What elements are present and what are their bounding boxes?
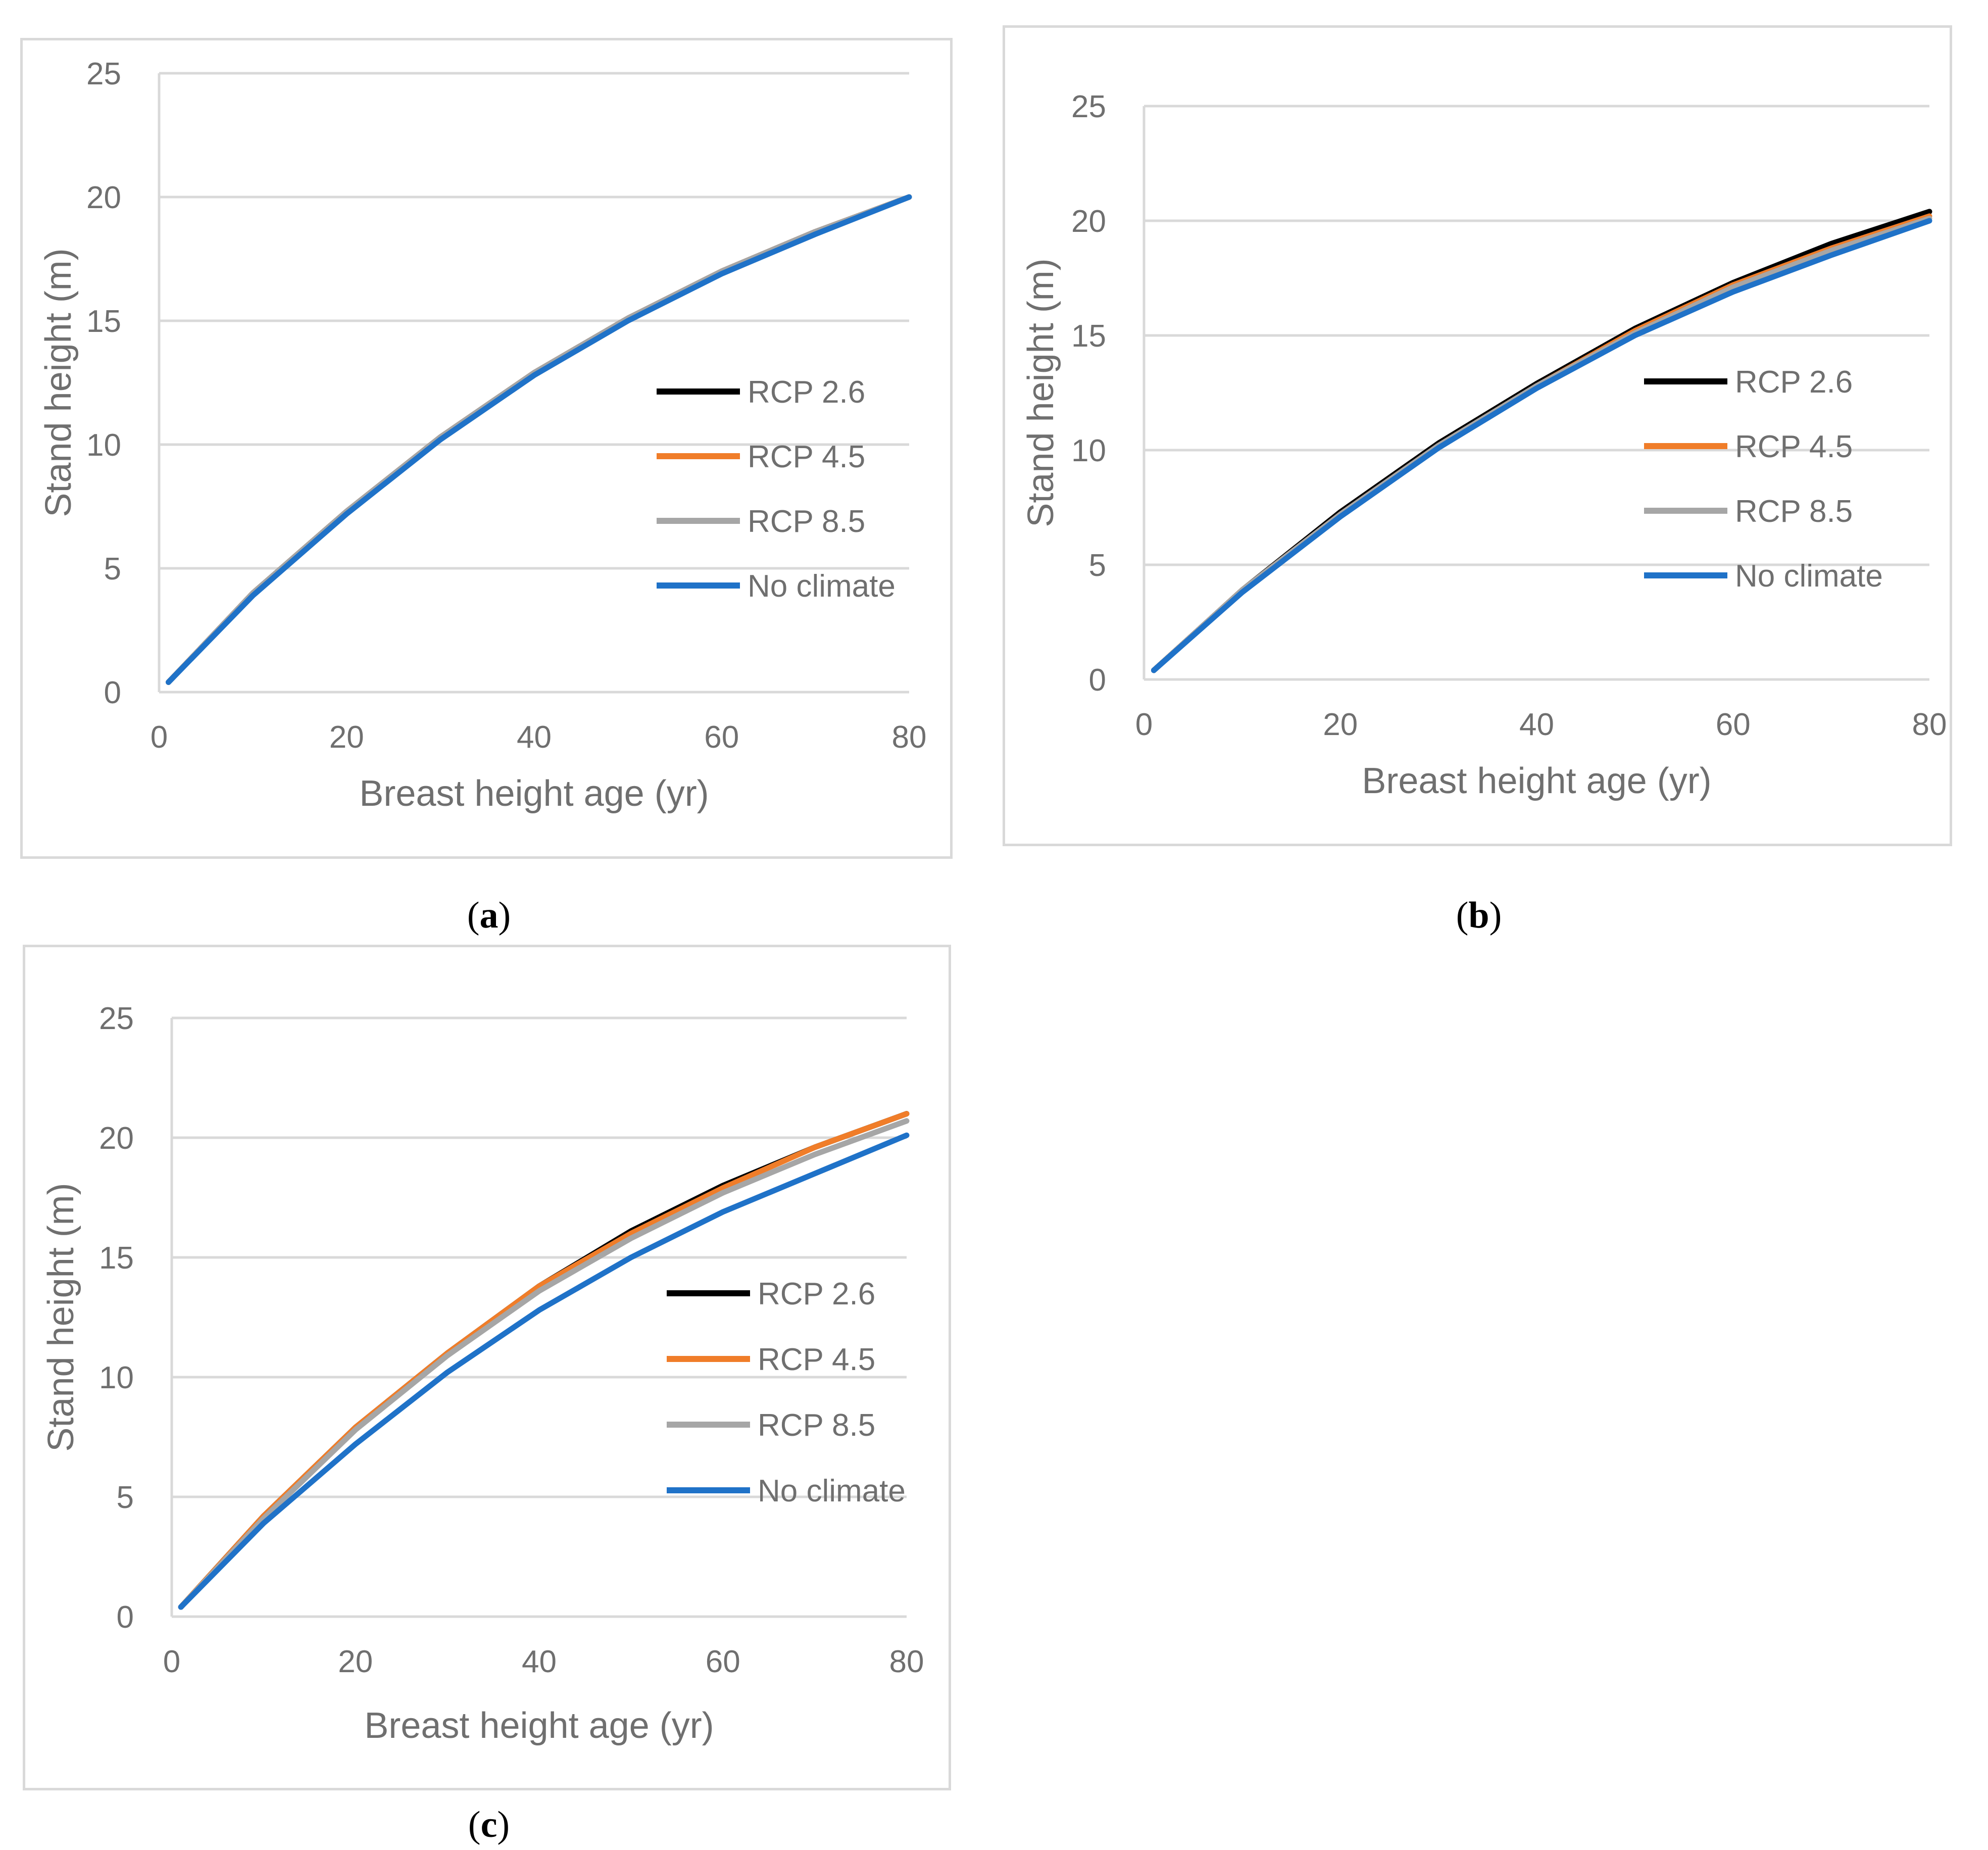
chart-a-x-tick-label: 40 [517,720,552,755]
chart-c-y-tick-label: 15 [99,1241,134,1276]
chart-c-legend-label-rcp-4-5: RCP 4.5 [758,1342,875,1377]
chart-a-x-tick-label: 60 [704,720,739,755]
chart-c-x-axis-title: Breast height age (yr) [364,1706,714,1746]
chart-a-x-tick-label: 0 [151,720,168,755]
chart-b-x-tick-label: 40 [1519,707,1554,742]
line-chart-b: 0 5 10 15 20 25 0 20 40 60 80 Breast height age (yr… [1021,89,1947,801]
chart-c-x-tick-label: 80 [889,1644,924,1679]
chart-a-x-tick-label: 80 [892,720,927,755]
chart-c-y-tick-label: 20 [99,1121,134,1156]
chart-a-legend-label-no-climate: No climate [748,569,896,604]
line-chart-c: 0 5 10 15 20 25 0 20 40 60 80 Breast height age (yr… [41,1001,924,1746]
caption-letter-a: a [479,895,499,936]
chart-b-legend-label-rcp-4-5: RCP 4.5 [1735,429,1853,464]
chart-panel-b: 0 5 10 15 20 25 0 20 40 60 80 Breast height age (yr… [1003,25,1952,846]
chart-a-x-tick-label: 20 [329,720,364,755]
caption-c: (c) [468,1804,510,1845]
chart-b-x-axis-title: Breast height age (yr) [1362,761,1711,801]
chart-a-y-tick-label: 5 [104,552,121,587]
chart-b-x-tick-label: 20 [1323,707,1358,742]
line-chart-a: 0 5 10 15 20 25 0 20 40 60 80 Breast height age (yr… [38,57,927,814]
chart-a-series-line-no-climate [166,194,912,685]
chart-c-y-tick-label: 10 [99,1360,134,1395]
chart-b-x-tick-label: 60 [1716,707,1751,742]
chart-a-legend-label-rcp-8-5: RCP 8.5 [748,504,865,539]
chart-b-x-tick-label: 80 [1912,707,1947,742]
caption-a: (a) [467,895,511,936]
chart-a-y-axis-title: Stand height (m) [38,248,79,517]
chart-c-x-tick-label: 60 [706,1644,740,1679]
chart-b-y-tick-label: 20 [1071,204,1106,239]
chart-c-series-line-no-climate [178,1132,910,1610]
chart-c-legend-label-no-climate: No climate [758,1474,906,1508]
chart-a-y-tick-label: 10 [86,428,121,463]
chart-c-x-tick-label: 40 [522,1644,557,1679]
chart-c-y-tick-label: 25 [99,1001,134,1036]
chart-b-y-tick-label: 0 [1089,663,1106,698]
chart-c-y-tick-label: 5 [117,1480,134,1515]
caption-b: (b) [1456,895,1502,936]
chart-b-y-tick-label: 5 [1089,548,1106,583]
caption-letter-b: b [1468,895,1489,936]
chart-c-x-tick-label: 0 [163,1644,180,1679]
chart-panel-a: 0 5 10 15 20 25 0 20 40 60 80 Breast height age (yr… [20,38,953,859]
chart-panel-c: 0 5 10 15 20 25 0 20 40 60 80 Breast height age (yr… [23,945,951,1790]
chart-c-series-line-rcp-8-5 [178,1118,910,1610]
chart-c-legend-label-rcp-2-6: RCP 2.6 [758,1277,875,1311]
chart-c-y-tick-label: 0 [117,1600,134,1635]
chart-c-x-tick-label: 20 [338,1644,373,1679]
chart-c-y-axis-title: Stand height (m) [41,1183,81,1451]
chart-b-x-tick-label: 0 [1135,707,1153,742]
chart-b-legend-label-no-climate: No climate [1735,559,1883,594]
chart-a-y-tick-label: 15 [86,304,121,339]
chart-b-y-tick-label: 10 [1071,433,1106,468]
chart-b-legend-label-rcp-2-6: RCP 2.6 [1735,365,1853,400]
chart-b-legend-label-rcp-8-5: RCP 8.5 [1735,494,1853,529]
chart-a-x-axis-title: Breast height age (yr) [359,773,709,814]
chart-c-legend-label-rcp-8-5: RCP 8.5 [758,1408,875,1443]
chart-b-series-line-no-climate [1151,218,1932,673]
chart-b-y-tick-label: 15 [1071,319,1106,354]
chart-a-y-tick-label: 25 [86,57,121,91]
chart-a-legend-label-rcp-2-6: RCP 2.6 [748,375,865,410]
chart-a-y-tick-label: 20 [86,180,121,215]
chart-b-y-tick-label: 25 [1071,89,1106,124]
chart-a-y-tick-label: 0 [104,675,121,710]
chart-b-y-axis-title: Stand height (m) [1021,258,1061,527]
chart-a-legend-label-rcp-4-5: RCP 4.5 [748,440,865,474]
caption-letter-c: c [480,1804,498,1845]
